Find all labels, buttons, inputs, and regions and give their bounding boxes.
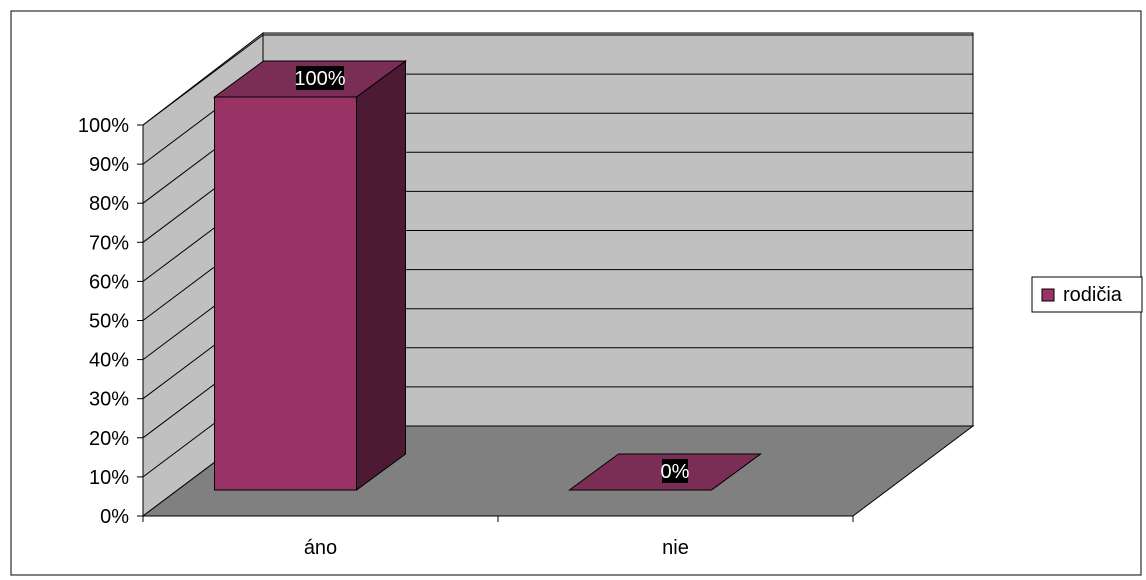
- data-labels: 100% 0%: [294, 66, 690, 483]
- x-tick-label: nie: [662, 537, 689, 559]
- y-tick-label: 30%: [89, 389, 129, 411]
- bar: [214, 96, 357, 491]
- legend-label: rodičia: [1063, 284, 1123, 306]
- x-axis: áno nie: [142, 515, 854, 559]
- y-tick-label: 40%: [89, 350, 129, 372]
- data-label: 0%: [661, 461, 690, 483]
- legend-swatch: [1041, 288, 1055, 302]
- bar-side: [356, 60, 406, 491]
- y-tick-label: 10%: [89, 467, 129, 489]
- x-tick-label: áno: [304, 537, 337, 559]
- y-tick-label: 100%: [78, 115, 129, 137]
- data-label-bg: [296, 66, 344, 90]
- y-tick-label: 70%: [89, 232, 129, 254]
- data-label-bg: [662, 459, 688, 483]
- bars: [212, 60, 763, 491]
- data-label: 100%: [294, 68, 345, 90]
- y-tick-label: 80%: [89, 193, 129, 215]
- y-tick-label: 90%: [89, 154, 129, 176]
- y-tick-label: 0%: [100, 506, 129, 528]
- y-tick-label: 60%: [89, 271, 129, 293]
- legend: rodičia: [1031, 276, 1143, 313]
- y-tick-label: 20%: [89, 428, 129, 450]
- y-tick-label: 50%: [89, 311, 129, 333]
- gridline-diag: [142, 34, 264, 126]
- y-axis: 0% 10% 20% 30% 40% 50% 60% 70% 80% 90% 100%: [78, 115, 144, 528]
